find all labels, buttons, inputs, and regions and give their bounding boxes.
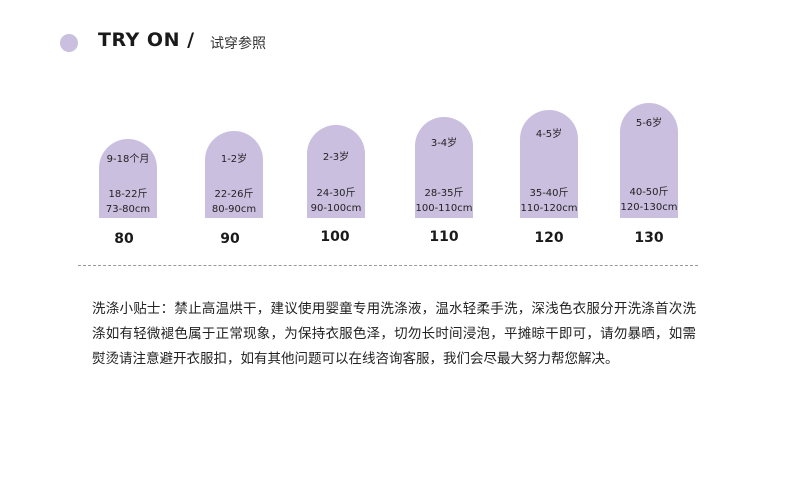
card-weight: 40-50斤 <box>629 187 669 198</box>
size-card-110: 3-4岁 28-35斤 100-110cm <box>415 117 473 218</box>
card-age: 1-2岁 <box>220 154 248 165</box>
card-age: 3-4岁 <box>430 138 458 149</box>
washing-tips: 洗涤小贴士：禁止高温烘干，建议使用婴童专用洗涤液，温水轻柔手洗，深浅色衣服分开洗… <box>92 301 696 367</box>
header-dot-icon <box>60 34 78 52</box>
card-age: 9-18个月 <box>106 154 150 165</box>
size-card-130: 5-6岁 40-50斤 120-130cm <box>620 103 678 218</box>
size-card-100: 2-3岁 24-30斤 90-100cm <box>307 125 365 218</box>
card-weight: 18-22斤 <box>108 189 148 200</box>
size-card-80: 9-18个月 18-22斤 73-80cm <box>99 139 157 218</box>
card-age: 4-5岁 <box>535 129 563 140</box>
size-label: 120 <box>534 230 564 246</box>
title-english: TRY ON / <box>98 29 195 51</box>
size-card-90: 1-2岁 22-26斤 80-90cm <box>205 131 263 218</box>
card-weight: 24-30斤 <box>316 188 356 199</box>
card-height: 90-100cm <box>310 203 362 214</box>
dashed-divider <box>78 265 698 266</box>
size-card-120: 4-5岁 35-40斤 110-120cm <box>520 110 578 218</box>
size-label: 100 <box>320 229 350 245</box>
size-label: 90 <box>220 231 240 247</box>
card-height: 110-120cm <box>520 203 578 214</box>
size-label: 80 <box>114 231 134 247</box>
card-age: 5-6岁 <box>635 118 663 129</box>
card-weight: 28-35斤 <box>424 188 464 199</box>
card-height: 120-130cm <box>620 202 678 213</box>
card-height: 100-110cm <box>415 203 473 214</box>
card-height: 73-80cm <box>105 204 151 215</box>
size-label: 130 <box>634 230 664 246</box>
card-weight: 22-26斤 <box>214 189 254 200</box>
size-label: 110 <box>429 229 459 245</box>
title-chinese: 试穿参照 <box>210 36 266 52</box>
card-age: 2-3岁 <box>322 152 350 163</box>
card-weight: 35-40斤 <box>529 188 569 199</box>
card-height: 80-90cm <box>211 204 257 215</box>
